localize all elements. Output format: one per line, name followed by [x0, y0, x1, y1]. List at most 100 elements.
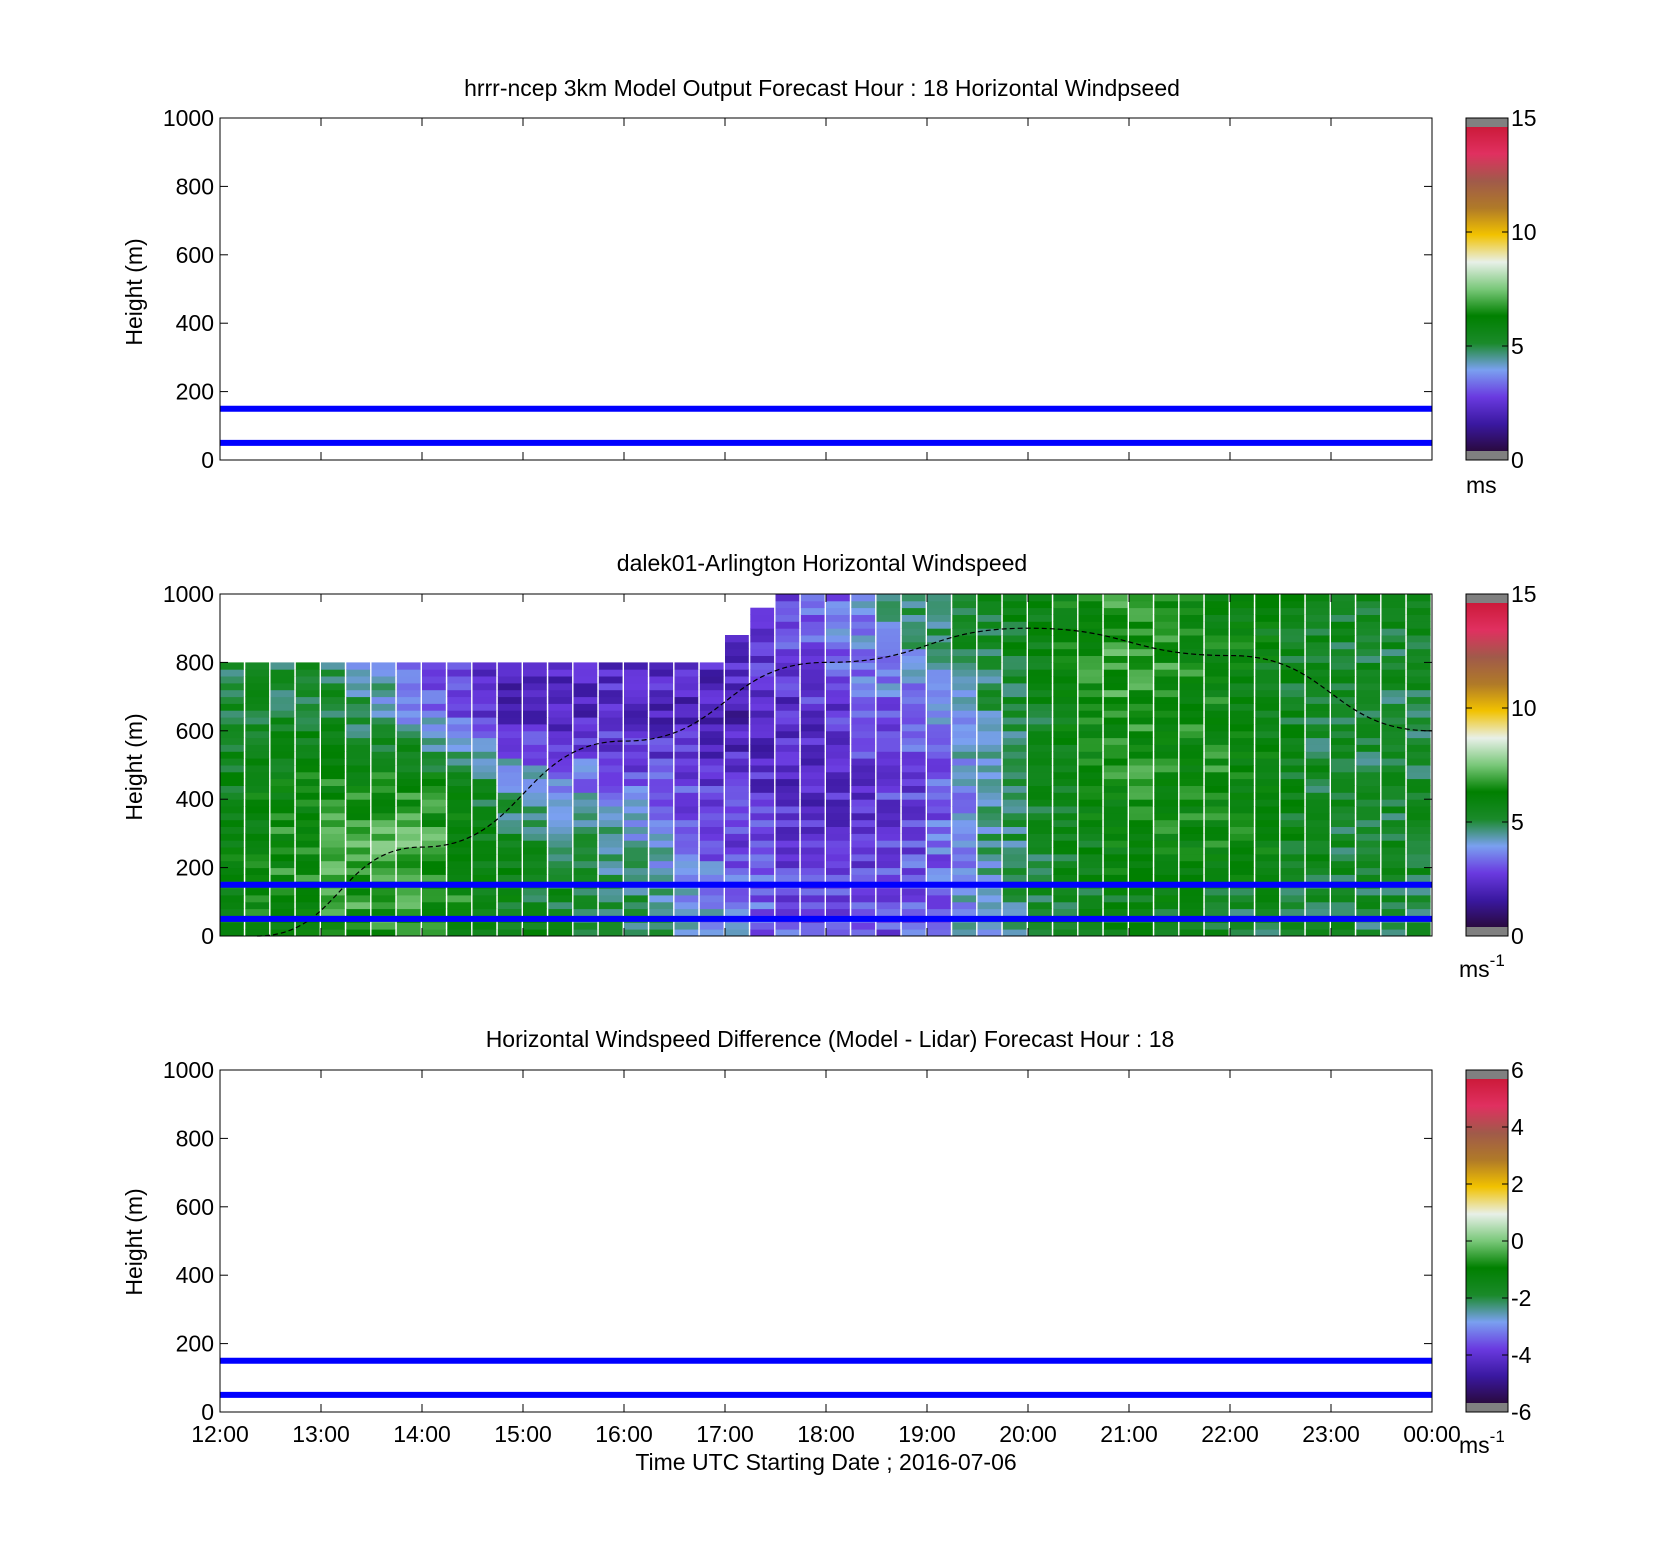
heatmap-cell: [523, 758, 547, 766]
heatmap-cell: [1381, 758, 1406, 766]
heatmap-cell: [1053, 703, 1078, 711]
heatmap-cell: [649, 860, 674, 869]
heatmap-cell: [1204, 895, 1229, 903]
heatmap-cell: [977, 635, 1002, 643]
heatmap-cell: [1406, 737, 1431, 745]
heatmap-cell: [371, 812, 396, 821]
heatmap-cell: [826, 682, 850, 691]
heatmap-cell: [1331, 724, 1355, 732]
heatmap-cell: [295, 696, 320, 704]
heatmap-cell: [901, 867, 926, 875]
heatmap-cell: [649, 799, 674, 807]
heatmap-cell: [1331, 860, 1355, 869]
heatmap-cell: [321, 792, 345, 800]
heatmap-cell: [472, 806, 497, 814]
heatmap-cell: [1406, 607, 1431, 615]
heatmap-cell: [876, 614, 901, 622]
heatmap-cell: [396, 710, 421, 718]
heatmap-cell: [725, 785, 749, 793]
heatmap-cell: [1129, 758, 1153, 766]
heatmap-cell: [1078, 812, 1103, 821]
heatmap-cell: [472, 724, 497, 732]
heatmap-cell: [1129, 806, 1153, 814]
heatmap-cell: [573, 840, 598, 848]
heatmap-cell: [396, 826, 421, 834]
heatmap-cell: [270, 819, 295, 827]
heatmap-cell: [750, 655, 775, 663]
ytick-label: 0: [201, 1399, 214, 1425]
heatmap-cell: [927, 737, 951, 745]
heatmap-cell: [548, 730, 573, 739]
heatmap-cell: [1129, 628, 1153, 636]
heatmap-cell: [927, 710, 951, 718]
heatmap-cell: [1305, 806, 1330, 814]
heatmap-cell: [472, 922, 497, 930]
heatmap-cell: [649, 874, 674, 882]
heatmap-cell: [270, 744, 295, 752]
heatmap-cell: [1179, 840, 1204, 848]
heatmap-cell: [598, 895, 623, 903]
heatmap-cell: [346, 840, 371, 848]
heatmap-cell: [699, 676, 724, 684]
heatmap-cell: [775, 751, 800, 759]
heatmap-cell: [573, 696, 598, 704]
heatmap-cell: [371, 676, 396, 684]
heatmap-cell: [1028, 751, 1052, 759]
heatmap-cell: [1002, 765, 1027, 773]
heatmap-cell: [245, 867, 270, 875]
heatmap-cell: [523, 806, 547, 814]
heatmap-cell: [826, 812, 850, 821]
heatmap-cell: [1280, 737, 1305, 745]
heatmap-cell: [1179, 929, 1204, 936]
heatmap-cell: [422, 812, 446, 821]
heatmap-cell: [523, 819, 547, 827]
panel-model-ylabel: Height (m): [121, 238, 147, 345]
heatmap-cell: [699, 724, 724, 732]
heatmap-cell: [624, 826, 648, 834]
heatmap-cell: [1230, 689, 1254, 698]
heatmap-cell: [800, 635, 825, 643]
heatmap-cell: [371, 758, 396, 766]
heatmap-cell: [371, 765, 396, 773]
heatmap-cell: [523, 689, 547, 698]
heatmap-cell: [472, 771, 497, 780]
heatmap-cell: [346, 874, 371, 882]
heatmap-cell: [1179, 696, 1204, 704]
heatmap-cell: [396, 682, 421, 691]
heatmap-cell: [674, 724, 699, 732]
heatmap-cell: [901, 724, 926, 732]
heatmap-cell: [1002, 641, 1027, 650]
heatmap-cell: [952, 792, 977, 800]
heatmap-cell: [497, 710, 522, 718]
heatmap-cell: [876, 874, 901, 882]
heatmap-cell: [1103, 853, 1128, 862]
heatmap-cell: [1230, 669, 1254, 677]
heatmap-cell: [295, 799, 320, 807]
heatmap-cell: [699, 785, 724, 793]
heatmap-cell: [270, 724, 295, 732]
heatmap-cell: [624, 792, 648, 800]
heatmap-cell: [1255, 614, 1280, 622]
heatmap-cell: [927, 765, 951, 773]
heatmap-cell: [624, 929, 648, 936]
heatmap-cell: [1129, 689, 1153, 698]
heatmap-cell: [1179, 847, 1204, 855]
heatmap-cell: [523, 785, 547, 793]
heatmap-cell: [220, 771, 244, 780]
heatmap-cell: [952, 710, 977, 718]
heatmap-cell: [1028, 689, 1052, 698]
colorbar-tick-label: -6: [1511, 1399, 1531, 1425]
heatmap-cell: [1028, 819, 1052, 827]
heatmap-cell: [346, 888, 371, 896]
heatmap-cell: [1331, 888, 1355, 896]
heatmap-cell: [321, 710, 345, 718]
heatmap-cell: [346, 696, 371, 704]
heatmap-cell: [1230, 765, 1254, 773]
heatmap-cell: [321, 799, 345, 807]
heatmap-cell: [1179, 662, 1204, 670]
heatmap-cell: [1356, 778, 1381, 786]
heatmap-cell: [1255, 648, 1280, 656]
heatmap-cell: [775, 744, 800, 752]
heatmap-cell: [220, 778, 244, 786]
